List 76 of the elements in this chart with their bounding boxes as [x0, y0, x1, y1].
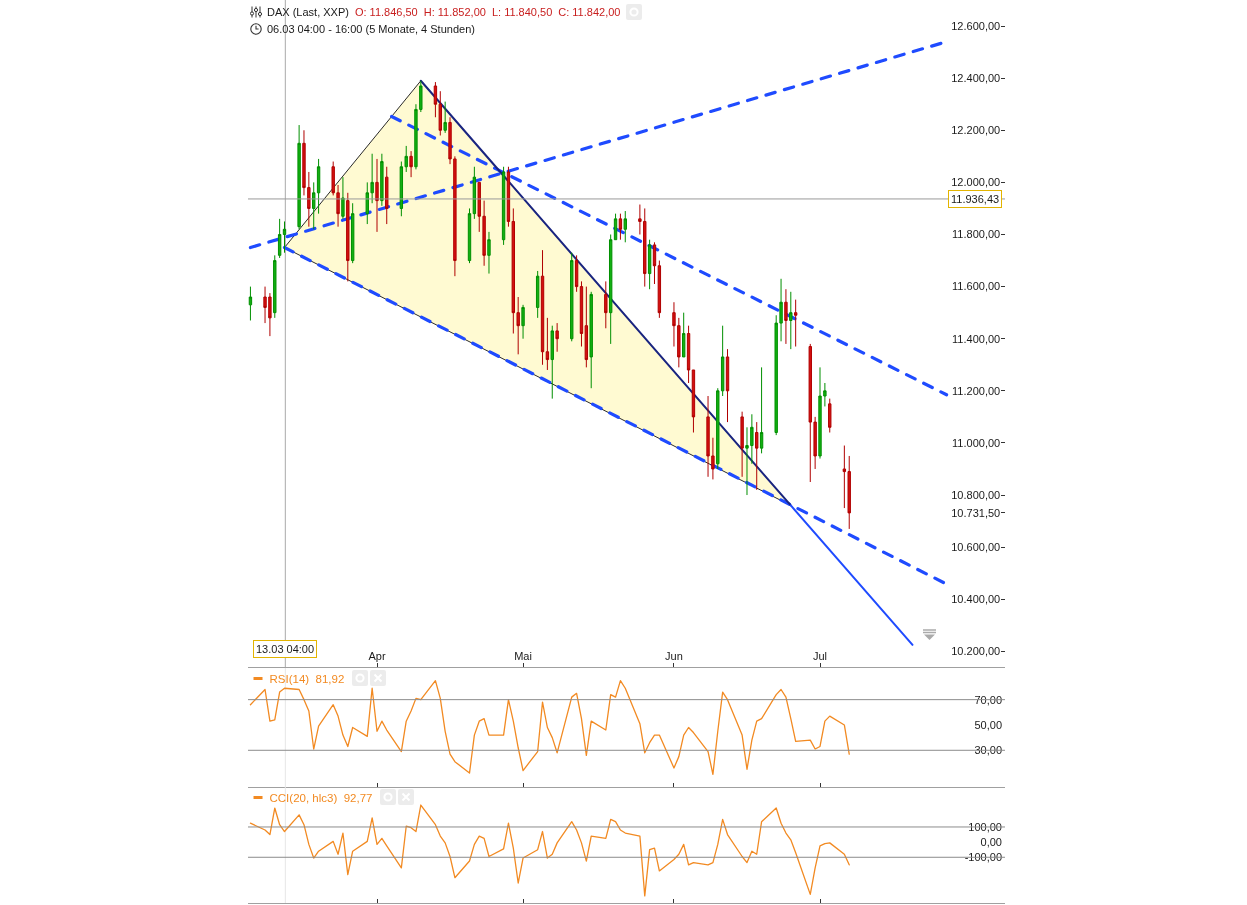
y-tick-label: 12.400,00: [951, 72, 1001, 85]
candlestick: [380, 153, 384, 207]
y-tick-label: 11.800,00: [952, 228, 1001, 241]
candlestick: [409, 150, 413, 178]
candlestick: [540, 249, 545, 366]
y-tick-label: -100,00: [964, 851, 1002, 864]
candlestick: [604, 280, 608, 329]
y-tick-label: 12.000,00: [951, 176, 1001, 189]
candlestick: [555, 322, 559, 353]
y-tick-label: 10.731,50: [951, 506, 1001, 519]
candlestick: [350, 202, 355, 264]
candlestick: [385, 166, 389, 225]
candlestick: [341, 176, 345, 220]
candlestick: [657, 260, 662, 319]
candlestick: [759, 366, 764, 454]
candlestick: [647, 239, 652, 290]
y-tick-label: 100,00: [968, 820, 1002, 833]
y-tick-label: 10.200,00: [951, 645, 1001, 658]
candlestick: [725, 348, 730, 423]
candlestick: [282, 220, 287, 254]
annotation: H: 11.852,00: [423, 5, 486, 19]
candlestick: [535, 270, 540, 319]
candlestick: [691, 369, 696, 434]
y-tick-label: 10.800,00: [951, 488, 1001, 501]
y-tick-label: 11.400,00: [952, 332, 1001, 345]
y-tick-label: 11.000,00: [952, 436, 1001, 449]
y-tick-label: 12.200,00: [951, 124, 1001, 137]
candlestick: [618, 213, 623, 241]
candlestick: [740, 411, 744, 478]
ref-line-label: 11.936,43: [951, 193, 1000, 205]
candlestick: [686, 325, 691, 384]
candlestick: [273, 254, 277, 319]
candlestick: [793, 299, 798, 348]
candlestick: [623, 210, 627, 243]
candlestick: [467, 207, 472, 264]
candlestick: [297, 124, 301, 230]
candlestick: [828, 398, 832, 434]
line-series: [249, 804, 850, 897]
y-tick-label: 50,00: [974, 718, 1002, 731]
candlestick: [784, 288, 788, 345]
candlestick: [521, 304, 525, 340]
x-tick-label: Jun: [665, 650, 683, 662]
candlestick: [652, 241, 657, 285]
candlestick: [277, 218, 282, 259]
x-tick-label: Apr: [368, 650, 386, 662]
candlestick: [375, 158, 379, 233]
y-tick-label: 11.200,00: [952, 384, 1001, 397]
y-tick-label: 30,00: [974, 744, 1002, 757]
text: DAX (Last, XXP): [267, 5, 349, 19]
legend-label: RSI(14) 81,92: [269, 672, 345, 685]
candlestick: [443, 101, 447, 134]
y-tick-label: 70,00: [974, 693, 1002, 706]
candlestick: [346, 192, 350, 282]
candlestick: [248, 286, 253, 321]
x-tick-label: Jul: [812, 650, 828, 662]
candlestick: [755, 421, 759, 491]
candlestick: [570, 252, 574, 342]
legend-label: CCI(20, hlc3) 92,77: [269, 791, 373, 804]
candlestick: [589, 291, 593, 389]
ref-line-label: 13.03 04:00: [256, 643, 315, 655]
candlestick: [545, 317, 550, 371]
y-tick-label: 0,00: [980, 835, 1002, 848]
text: 06.03 04:00 - 16:00 (5 Monate, 4 Stunden): [267, 22, 475, 36]
y-tick-label: 12.600,00: [951, 19, 1001, 32]
y-tick-label: 11.600,00: [952, 280, 1001, 293]
y-tick-label: 10.600,00: [951, 541, 1001, 553]
y-tick-label: 10.400,00: [951, 593, 1001, 606]
candlestick: [550, 325, 554, 400]
candlestick: [789, 291, 793, 350]
annotation: L: 11.840,50: [491, 5, 553, 19]
candlestick: [682, 312, 686, 358]
annotation: O: 11.846,50: [354, 5, 418, 19]
candlestick: [487, 231, 491, 275]
x-tick-label: Mai: [514, 650, 532, 662]
candlestick: [574, 254, 579, 293]
annotation: C: 11.842,00: [558, 5, 621, 19]
